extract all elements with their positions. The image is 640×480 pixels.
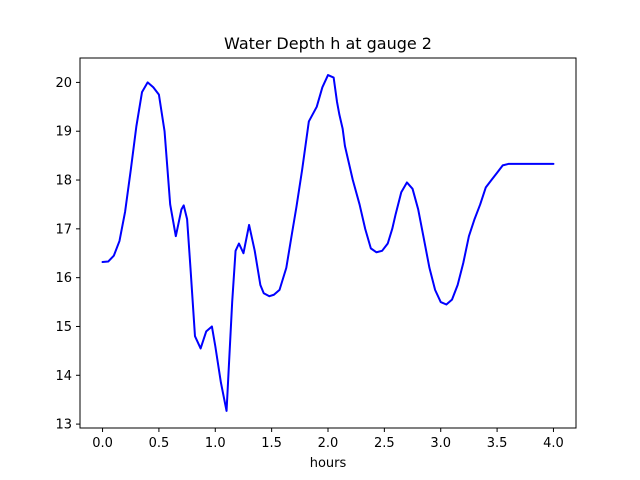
x-tick-label: 3.5 <box>487 436 508 451</box>
plot-frame <box>79 57 577 429</box>
y-tick-label: 17 <box>55 222 72 237</box>
y-tick-label: 16 <box>55 271 72 286</box>
x-tick-label: 4.0 <box>543 436 564 451</box>
y-tick-label: 14 <box>55 369 72 384</box>
y-tick-label: 19 <box>55 125 72 140</box>
x-tick-label: 2.5 <box>374 436 395 451</box>
y-tick-label: 20 <box>55 76 72 91</box>
ticks-layer: 0.0 0.5 1.0 1.5 2.0 2.5 3.0 3.5 4.0 13 14 15 16 17 18 1… <box>55 76 563 451</box>
x-tick-label: 0.5 <box>149 436 170 451</box>
series-layer <box>101 74 555 412</box>
y-tick-label: 18 <box>55 174 72 189</box>
chart-title: Water Depth h at gauge 2 <box>224 34 432 53</box>
y-tick-label: 15 <box>55 320 72 335</box>
water-depth-line <box>101 74 555 412</box>
x-tick-label: 3.0 <box>430 436 451 451</box>
x-tick-label: 1.0 <box>205 436 226 451</box>
x-axis-label: hours <box>310 456 347 471</box>
y-tick-label: 13 <box>55 418 72 433</box>
x-tick-label: 1.5 <box>261 436 282 451</box>
x-tick-label: 0.0 <box>92 436 113 451</box>
x-tick-label: 2.0 <box>318 436 339 451</box>
